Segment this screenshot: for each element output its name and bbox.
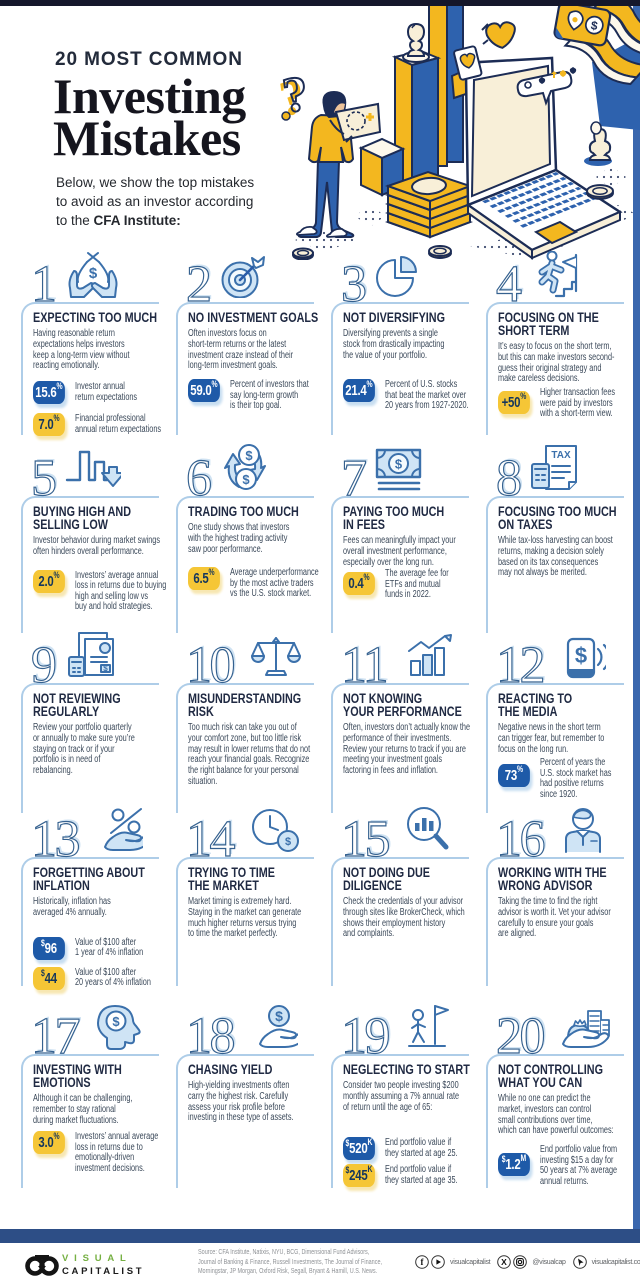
svg-text:$: $ bbox=[245, 448, 253, 463]
svg-text:$: $ bbox=[103, 664, 108, 673]
svg-text:$: $ bbox=[395, 457, 403, 472]
svg-text:TAX: TAX bbox=[551, 450, 571, 461]
svg-text:$: $ bbox=[590, 18, 599, 33]
svg-text:f: f bbox=[421, 1257, 425, 1267]
svg-text:X: X bbox=[502, 1257, 508, 1267]
svg-text:VISUAL: VISUAL bbox=[62, 1253, 132, 1264]
svg-text:$: $ bbox=[275, 1008, 283, 1024]
svg-text:$: $ bbox=[242, 472, 250, 487]
svg-text:$: $ bbox=[89, 265, 98, 282]
svg-text:CAPITALIST: CAPITALIST bbox=[62, 1266, 144, 1277]
svg-text:$: $ bbox=[575, 643, 587, 668]
svg-text:$: $ bbox=[285, 836, 291, 848]
svg-text:$: $ bbox=[112, 1014, 120, 1029]
